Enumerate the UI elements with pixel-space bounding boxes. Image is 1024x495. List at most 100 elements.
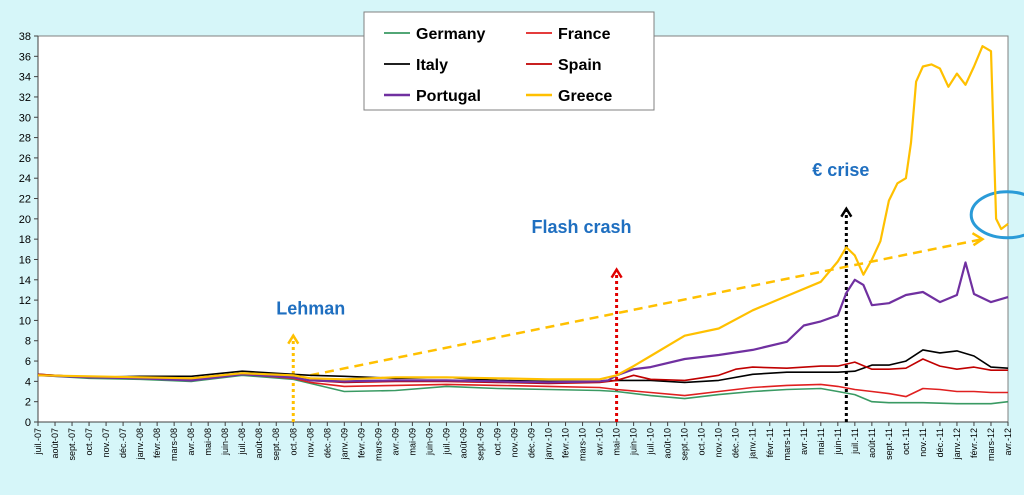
y-tick-label: 12 xyxy=(19,295,31,307)
x-tick-label: févr.-12 xyxy=(969,428,979,458)
x-tick-label: févr.-08 xyxy=(152,428,162,458)
y-tick-label: 36 xyxy=(19,51,31,63)
x-tick-label: oct.-10 xyxy=(697,428,707,456)
x-tick-label: avr.-10 xyxy=(595,428,605,456)
annotation-label: Lehman xyxy=(276,298,345,318)
x-tick-label: mars-12 xyxy=(986,428,996,461)
x-tick-label: août-10 xyxy=(663,428,673,459)
x-tick-label: juin-10 xyxy=(629,428,639,456)
x-tick-label: avr.-11 xyxy=(799,428,809,455)
x-tick-label: déc.-08 xyxy=(322,428,332,458)
guide-arrowhead xyxy=(610,267,623,279)
guide-arrowhead xyxy=(840,206,853,218)
x-tick-label: févr.-09 xyxy=(356,428,366,458)
y-tick-label: 26 xyxy=(19,153,31,165)
y-tick-label: 0 xyxy=(25,417,31,429)
x-tick-label: juin-08 xyxy=(220,428,230,456)
x-tick-label: nov.-11 xyxy=(918,428,928,457)
x-tick-label: avr.-08 xyxy=(186,428,196,456)
y-tick-label: 4 xyxy=(25,376,31,388)
x-tick-label: avr.-09 xyxy=(390,428,400,456)
series-line-greece xyxy=(37,45,1009,381)
x-tick-label: juil.-08 xyxy=(237,428,247,456)
trend-arrowhead xyxy=(971,232,985,247)
x-tick-label: mai-10 xyxy=(612,428,622,456)
series-lines xyxy=(37,45,1009,405)
y-tick-label: 34 xyxy=(19,72,31,84)
x-tick-label: déc.-09 xyxy=(527,428,537,458)
x-tick-label: août-11 xyxy=(867,428,877,458)
annotation-label: Flash crash xyxy=(532,217,632,237)
x-tick-label: févr.-10 xyxy=(561,428,571,458)
x-tick-label: janv.-08 xyxy=(135,428,145,460)
x-tick-label: août-08 xyxy=(254,428,264,459)
x-tick-label: août-09 xyxy=(458,428,468,459)
x-tick-label: mai-11 xyxy=(816,428,826,455)
x-tick-label: janv.-09 xyxy=(339,428,349,460)
legend-label: Italy xyxy=(416,57,448,74)
x-tick-label: sept.-10 xyxy=(680,428,690,461)
x-tick-label: mars-08 xyxy=(169,428,179,461)
x-tick-label: oct.-07 xyxy=(84,428,94,456)
y-tick-label: 20 xyxy=(19,214,31,226)
y-tick-label: 16 xyxy=(19,254,31,266)
x-tick-label: févr.-11 xyxy=(765,428,775,457)
x-tick-label: mars-11 xyxy=(782,428,792,460)
series-line-germany xyxy=(37,374,1009,405)
x-tick-label: nov.-08 xyxy=(305,428,315,457)
x-tick-label: nov.-10 xyxy=(714,428,724,457)
x-tick-label: déc.-10 xyxy=(731,428,741,458)
annotation-label: € crise xyxy=(812,160,869,180)
legend-label: Germany xyxy=(416,26,485,43)
y-tick-label: 10 xyxy=(19,315,31,327)
x-tick-label: mars-09 xyxy=(373,428,383,461)
legend-label: Greece xyxy=(558,88,612,105)
x-tick-label: mars-10 xyxy=(578,428,588,461)
x-tick-label: nov.-07 xyxy=(101,428,111,457)
y-tick-label: 22 xyxy=(19,194,31,206)
y-tick-label: 32 xyxy=(19,92,31,104)
y-tick-label: 18 xyxy=(19,234,31,246)
x-tick-label: juin-11 xyxy=(833,428,843,455)
y-tick-label: 38 xyxy=(19,31,31,43)
series-line-portugal xyxy=(37,261,1009,384)
y-tick-label: 14 xyxy=(19,275,31,287)
x-tick-label: juil.-11 xyxy=(850,428,860,455)
x-tick-label: sept.-07 xyxy=(67,428,77,461)
x-tick-label: déc.-07 xyxy=(118,428,128,458)
x-tick-label: juil.-09 xyxy=(441,428,451,456)
x-tick-label: nov.-09 xyxy=(509,428,519,457)
annotations: Lehman Flash crash € crise xyxy=(276,160,869,318)
y-tick-label: 28 xyxy=(19,133,31,145)
x-tick-label: mai-08 xyxy=(203,428,213,456)
x-tick-label: janv.-12 xyxy=(952,428,962,460)
x-tick-label: janv.-11 xyxy=(748,428,758,460)
x-tick-label: janv.-10 xyxy=(544,428,554,460)
legend-label: France xyxy=(558,26,611,43)
x-tick-label: sept.-09 xyxy=(475,428,485,461)
y-tick-label: 24 xyxy=(19,173,31,185)
x-tick-label: juil.-10 xyxy=(646,428,656,456)
x-tick-label: août-07 xyxy=(50,428,60,459)
x-tick-label: oct.-09 xyxy=(492,428,502,456)
legend-label: Portugal xyxy=(416,88,481,105)
x-tick-label: sept.-08 xyxy=(271,428,281,461)
x-tick-label: avr.-12 xyxy=(1003,428,1013,456)
x-tick-label: juin-09 xyxy=(424,428,434,456)
guide-arrowhead xyxy=(287,333,300,345)
y-tick-label: 2 xyxy=(25,397,31,409)
x-tick-label: mai-09 xyxy=(407,428,417,456)
legend: Germany France Italy Spain Portugal Greece xyxy=(363,11,655,111)
x-tick-label: sept.-11 xyxy=(884,428,894,460)
x-axis-ticks: juil.-07 août-07 sept.-07 oct.-07 nov.-07 déc… xyxy=(33,422,1013,461)
highlight-circle xyxy=(969,190,1024,240)
y-tick-label: 30 xyxy=(19,112,31,124)
x-tick-label: oct.-08 xyxy=(288,428,298,456)
legend-label: Spain xyxy=(558,57,602,74)
y-tick-label: 8 xyxy=(25,336,31,348)
x-tick-label: juil.-07 xyxy=(33,428,43,456)
y-tick-label: 6 xyxy=(25,356,31,368)
